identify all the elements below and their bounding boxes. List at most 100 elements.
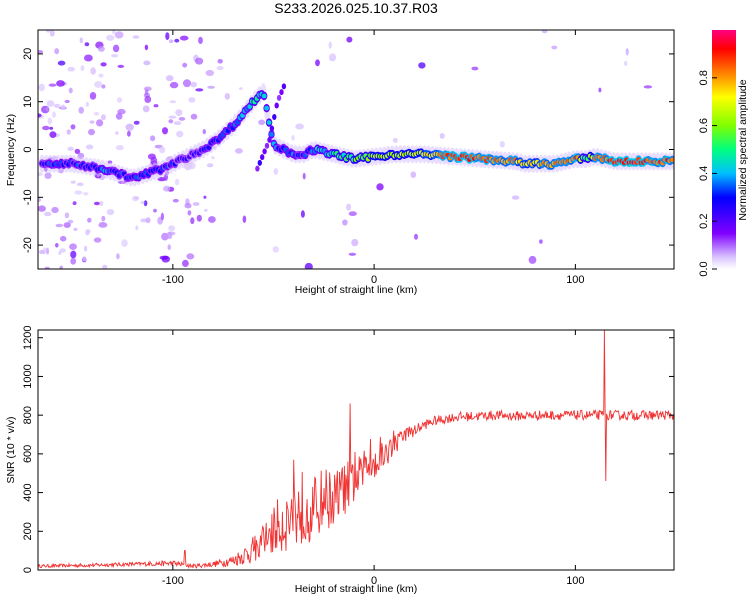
noise-blob [273,168,279,175]
noise-blob [45,30,51,33]
noise-blob [272,246,279,253]
noise-blob [224,93,230,100]
noise-blob [84,245,88,252]
noise-blob [162,127,168,135]
noise-blob [98,222,108,228]
noise-blob [67,146,74,151]
x-tick-label: 0 [371,274,377,286]
snr-y-ticks: 0 200 400 600 800 1000 1200 [22,325,674,573]
noise-blob [67,66,75,72]
y-tick-label: 600 [22,445,34,463]
noise-blob [153,104,159,108]
noise-blob [74,148,81,154]
noise-blob [38,50,44,54]
noise-blob [80,65,85,71]
noise-blob [541,30,548,34]
colorbar: 0.0 0.2 0.4 0.6 0.8 Normalized spectral ampl… [698,30,749,277]
noise-blob [168,225,176,232]
ridge-core [266,120,272,125]
x-tick-label: -100 [162,274,184,286]
spectrogram-x-label: Height of straight line (km) [295,284,418,296]
noise-blob [346,203,352,211]
noise-blob [85,101,89,107]
noise-blob [625,48,629,56]
noise-blob [159,255,169,260]
noise-blob [55,223,64,228]
noise-blob [168,115,177,119]
noise-blob [211,156,215,160]
y-tick-label: 400 [22,483,34,501]
ridge-core [247,104,253,110]
branch-blob [267,136,272,143]
y-tick-label: 1200 [22,325,34,349]
noise-blob [101,215,106,222]
branch-blob [276,94,282,101]
noise-blob [87,217,92,223]
noise-blob [115,112,123,120]
noise-blob [196,214,202,222]
noise-blob [163,185,171,192]
noise-blob [101,84,106,89]
y-tick-label: 0 [22,567,34,573]
noise-blob [98,73,104,78]
noise-blob [96,119,104,127]
noise-blob [49,30,55,37]
noise-blob [192,202,200,206]
noise-blob [46,100,55,107]
noise-blob [112,44,120,53]
noise-blob [38,197,42,203]
snr-x-label: Height of straight line (km) [295,583,418,595]
noise-blob [346,36,353,43]
noise-blob [182,259,189,267]
noise-blob [471,66,479,71]
noise-blob [499,141,505,148]
snr-frame [37,329,675,571]
noise-blob [258,119,266,126]
spectrogram-y-label: Frequency (Hz) [5,114,17,186]
noise-blob [133,120,140,125]
branch-blob [281,83,287,90]
y-tick-label: 20 [22,48,34,60]
branch-blob [272,114,277,120]
noise-blob [73,227,78,231]
noise-blob [144,89,149,96]
colorbar-tick-label: 0.6 [698,118,710,133]
noise-blob [39,249,45,255]
snr-series-line [38,330,674,569]
noise-blob [300,210,305,218]
noise-blob [179,35,189,41]
noise-blob [624,60,628,66]
branch-blob [264,142,270,149]
noise-blob [115,131,119,135]
noise-blob [159,146,166,154]
ridge-core [264,105,269,111]
noise-blob [125,123,134,131]
branch-blob [262,148,267,155]
noise-blob [204,208,208,212]
ridge-core [269,132,274,137]
noise-blob [99,200,104,207]
noise-blob [186,253,195,260]
noise-blob [132,35,140,39]
branch-blob [279,89,284,96]
noise-blob [206,163,214,168]
noise-blob [511,195,520,200]
noise-blob [51,206,59,214]
noise-blob [168,119,174,124]
noise-blob [60,235,67,242]
noise-blob [116,97,123,103]
noise-blob [528,255,537,264]
colorbar-tick-label: 0.2 [698,214,710,229]
noise-blob [235,148,243,154]
noise-blob [94,81,103,88]
noise-blob [66,129,71,135]
noise-blob [84,54,93,62]
noise-blob [38,205,46,212]
branch-blob [260,154,265,161]
noise-blob [392,137,398,143]
noise-blob [144,44,149,51]
noise-blob [56,80,65,87]
noise-blob [348,211,357,217]
noise-blob [42,125,50,131]
noise-blob [59,265,63,269]
